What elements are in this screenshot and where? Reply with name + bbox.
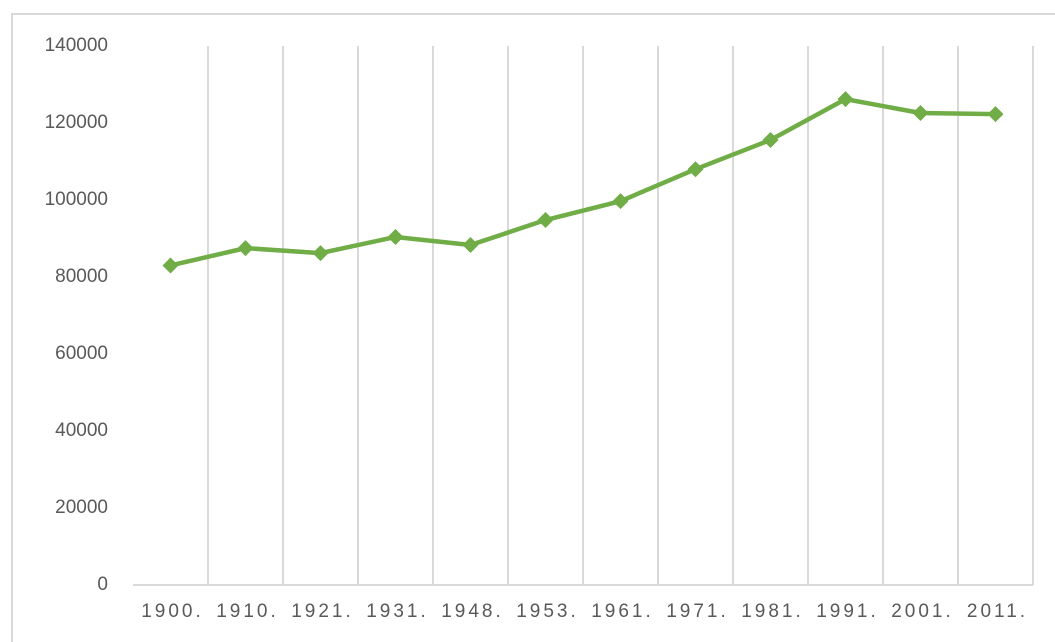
data-point (687, 161, 704, 178)
data-point (762, 131, 779, 148)
data-point (312, 245, 329, 262)
data-point (237, 240, 254, 257)
data-point (912, 104, 929, 121)
y-tick-label: 80000 (55, 266, 108, 287)
x-tick-label: 1991. (816, 601, 879, 622)
x-tick-label: 2011. (967, 601, 1028, 622)
x-tick-label: 1961. (591, 601, 654, 622)
data-line (168, 96, 998, 268)
x-tick-label: 1931. (366, 601, 429, 622)
y-tick-label: 40000 (55, 420, 108, 441)
y-tick-label: 100000 (45, 189, 108, 210)
y-tick-label: 120000 (45, 112, 108, 133)
data-point (537, 212, 554, 229)
chart-frame (11, 13, 1055, 642)
x-tick-label: 1900. (141, 601, 204, 622)
x-tick-label: 1948. (441, 601, 504, 622)
data-point (162, 257, 179, 274)
x-tick-label: 1981. (741, 601, 804, 622)
y-tick-label: 0 (97, 574, 108, 595)
y-tick-label: 140000 (45, 35, 108, 56)
y-tick-label: 20000 (55, 497, 108, 518)
x-tick-label: 1910. (216, 601, 279, 622)
x-tick-label: 1971. (666, 601, 729, 622)
data-point (612, 193, 629, 210)
x-tick-label: 2001. (891, 601, 954, 622)
x-tick-label: 1921. (291, 601, 354, 622)
data-point (387, 228, 404, 245)
y-tick-label: 60000 (55, 343, 108, 364)
data-point (837, 91, 854, 108)
x-tick-label: 1953. (516, 601, 579, 622)
data-point (462, 237, 479, 254)
data-point (987, 106, 1004, 123)
